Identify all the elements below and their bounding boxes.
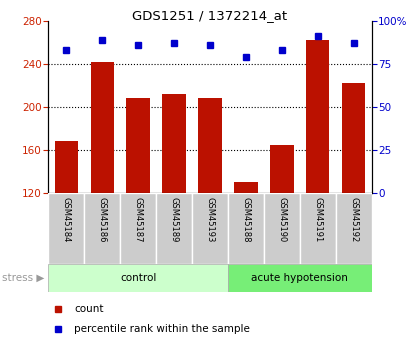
Text: GDS1251 / 1372214_at: GDS1251 / 1372214_at <box>132 9 288 22</box>
Bar <box>336 193 372 264</box>
Text: GSM45184: GSM45184 <box>62 197 71 242</box>
Bar <box>126 98 150 193</box>
Bar <box>84 193 120 264</box>
Text: GSM45192: GSM45192 <box>349 197 358 242</box>
Text: stress ▶: stress ▶ <box>2 273 45 283</box>
Text: control: control <box>120 273 156 283</box>
Bar <box>270 145 294 193</box>
Bar <box>228 193 264 264</box>
Text: percentile rank within the sample: percentile rank within the sample <box>74 324 250 334</box>
Text: count: count <box>74 304 104 314</box>
Bar <box>300 193 336 264</box>
Bar <box>234 183 257 193</box>
Text: GSM45191: GSM45191 <box>313 197 322 242</box>
Text: GSM45193: GSM45193 <box>205 197 215 242</box>
Bar <box>48 193 84 264</box>
Bar <box>91 62 114 193</box>
Bar <box>192 193 228 264</box>
Bar <box>228 264 372 292</box>
Bar <box>48 264 228 292</box>
Bar <box>55 141 78 193</box>
Text: GSM45190: GSM45190 <box>277 197 286 242</box>
Bar <box>163 94 186 193</box>
Text: GSM45186: GSM45186 <box>98 197 107 242</box>
Bar <box>156 193 192 264</box>
Text: GSM45188: GSM45188 <box>241 197 250 242</box>
Text: GSM45187: GSM45187 <box>134 197 143 242</box>
Text: acute hypotension: acute hypotension <box>252 273 348 283</box>
Bar <box>198 98 222 193</box>
Bar <box>306 40 329 193</box>
Bar <box>120 193 156 264</box>
Bar <box>264 193 300 264</box>
Text: GSM45189: GSM45189 <box>170 197 178 242</box>
Bar <box>342 83 365 193</box>
